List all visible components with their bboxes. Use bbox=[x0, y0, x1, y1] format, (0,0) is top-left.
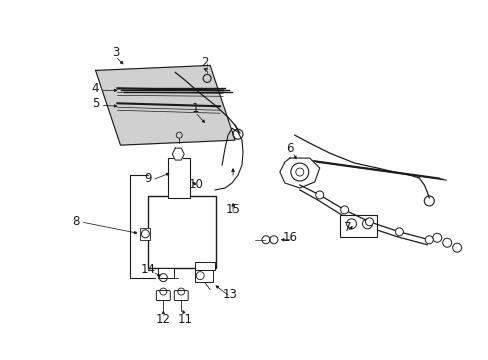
Text: 11: 11 bbox=[177, 313, 192, 326]
Text: 3: 3 bbox=[112, 46, 119, 59]
Text: 15: 15 bbox=[225, 203, 240, 216]
FancyBboxPatch shape bbox=[140, 228, 150, 240]
Text: 6: 6 bbox=[285, 141, 293, 155]
Text: 16: 16 bbox=[282, 231, 297, 244]
FancyBboxPatch shape bbox=[195, 270, 213, 282]
Text: 2: 2 bbox=[201, 56, 208, 69]
Text: 4: 4 bbox=[92, 82, 99, 95]
Polygon shape bbox=[95, 66, 235, 145]
FancyBboxPatch shape bbox=[339, 215, 377, 237]
Text: 9: 9 bbox=[144, 171, 152, 185]
Polygon shape bbox=[279, 158, 319, 188]
Polygon shape bbox=[172, 148, 184, 160]
Circle shape bbox=[340, 206, 348, 214]
FancyBboxPatch shape bbox=[158, 268, 174, 278]
FancyBboxPatch shape bbox=[195, 262, 215, 270]
Text: 5: 5 bbox=[92, 97, 99, 110]
Text: 14: 14 bbox=[141, 263, 156, 276]
Text: 13: 13 bbox=[222, 288, 237, 301]
FancyBboxPatch shape bbox=[148, 196, 216, 268]
Text: 1: 1 bbox=[191, 102, 199, 115]
Circle shape bbox=[395, 228, 403, 236]
Text: 7: 7 bbox=[343, 221, 351, 234]
FancyBboxPatch shape bbox=[156, 291, 170, 301]
Circle shape bbox=[315, 191, 323, 199]
FancyBboxPatch shape bbox=[168, 158, 190, 198]
Text: 12: 12 bbox=[156, 313, 170, 326]
Circle shape bbox=[365, 218, 373, 226]
Text: 10: 10 bbox=[188, 179, 203, 192]
Text: 8: 8 bbox=[72, 215, 79, 228]
Circle shape bbox=[425, 236, 432, 244]
FancyBboxPatch shape bbox=[174, 291, 188, 301]
